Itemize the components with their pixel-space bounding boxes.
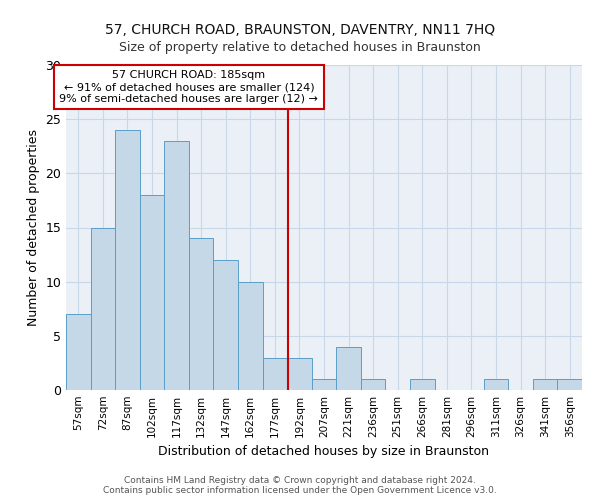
Bar [312,379,336,390]
X-axis label: Distribution of detached houses by size in Braunston: Distribution of detached houses by size … [158,446,490,458]
Text: Size of property relative to detached houses in Braunston: Size of property relative to detached ho… [119,41,481,54]
Bar [287,358,312,390]
Text: Contains HM Land Registry data © Crown copyright and database right 2024.
Contai: Contains HM Land Registry data © Crown c… [103,476,497,495]
Y-axis label: Number of detached properties: Number of detached properties [27,129,40,326]
Bar [140,195,164,390]
Bar [91,228,115,390]
Bar [484,379,508,390]
Bar [66,314,91,390]
Bar [189,238,214,390]
Bar [164,141,189,390]
Bar [361,379,385,390]
Bar [336,346,361,390]
Bar [533,379,557,390]
Text: 57 CHURCH ROAD: 185sqm
← 91% of detached houses are smaller (124)
9% of semi-det: 57 CHURCH ROAD: 185sqm ← 91% of detached… [59,70,318,104]
Text: 57, CHURCH ROAD, BRAUNSTON, DAVENTRY, NN11 7HQ: 57, CHURCH ROAD, BRAUNSTON, DAVENTRY, NN… [105,22,495,36]
Bar [238,282,263,390]
Bar [263,358,287,390]
Bar [410,379,434,390]
Bar [115,130,140,390]
Bar [557,379,582,390]
Bar [214,260,238,390]
